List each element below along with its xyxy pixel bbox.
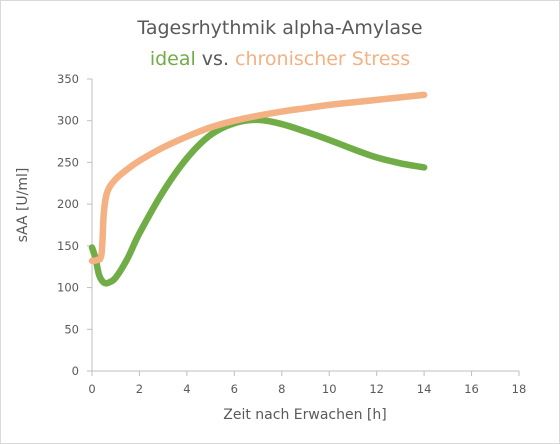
y-tick-label: 300 xyxy=(57,114,79,128)
x-tick-label: 14 xyxy=(417,382,432,396)
x-tick-label: 8 xyxy=(278,382,285,396)
x-tick-label: 12 xyxy=(369,382,384,396)
y-tick-label: 0 xyxy=(72,364,79,378)
title-vs-text: vs. xyxy=(196,48,235,70)
chart-title-line1: Tagesrhythmik alpha-Amylase xyxy=(136,17,422,39)
y-tick-label: 250 xyxy=(57,155,79,169)
x-tick-labels: 0 2 4 6 8 10 12 14 16 18 xyxy=(88,371,526,396)
title-stress-text: chronischer Stress xyxy=(235,48,410,70)
axes xyxy=(91,79,519,372)
title-ideal-text: ideal xyxy=(150,48,196,70)
x-tick-label: 0 xyxy=(88,382,95,396)
y-axis-label: sAA [U/ml] xyxy=(15,168,31,243)
y-tick-label: 200 xyxy=(57,197,79,211)
x-tick-label: 4 xyxy=(183,382,190,396)
x-tick-label: 18 xyxy=(512,382,527,396)
series-line-ideal xyxy=(88,116,428,287)
x-tick-label: 2 xyxy=(136,382,143,396)
y-tick-label: 150 xyxy=(57,239,79,253)
y-tick-label: 100 xyxy=(57,281,79,295)
series-line-stress xyxy=(88,91,428,265)
x-axis-label: Zeit nach Erwachen [h] xyxy=(223,407,386,423)
y-tick-labels: 0 50 100 150 200 250 300 350 xyxy=(57,72,92,378)
x-tick-label: 10 xyxy=(322,382,337,396)
y-tick-label: 350 xyxy=(57,72,79,86)
y-tick-label: 50 xyxy=(64,322,79,336)
x-tick-label: 16 xyxy=(464,382,479,396)
series-lines xyxy=(88,91,428,287)
chart-title-line2: ideal vs. chronischer Stress xyxy=(150,48,410,70)
x-tick-label: 6 xyxy=(231,382,238,396)
